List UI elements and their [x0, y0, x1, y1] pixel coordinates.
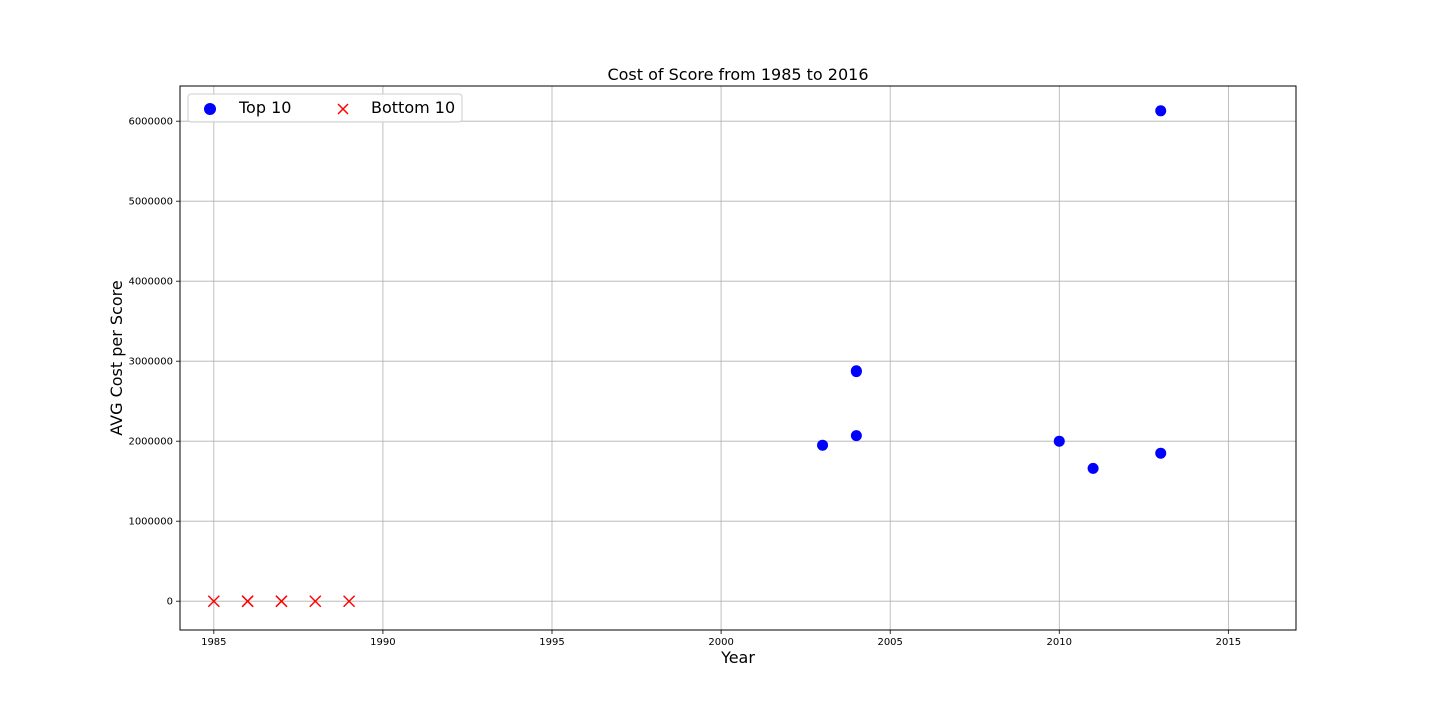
y-tick-label: 5000000 — [128, 197, 173, 208]
x-tick-label: 2000 — [708, 637, 733, 648]
plot-area-frame — [179, 85, 1297, 631]
data-series — [207, 105, 1167, 608]
y-tick-label: 4000000 — [128, 277, 173, 288]
axis-ticks: 1985 1990 1995 2000 2005 2010 2015 0 1000000 2000… — [128, 117, 1241, 648]
data-point-bottom-10 — [275, 595, 288, 608]
series-bottom-10 — [207, 595, 356, 608]
data-point-top-10 — [817, 439, 829, 451]
y-tick-label: 2000000 — [128, 437, 173, 448]
legend-bottom10-label: Bottom 10 — [371, 98, 455, 117]
data-point-top-10 — [1087, 462, 1099, 474]
x-tick-label: 2015 — [1216, 637, 1241, 648]
x-marker-stroke — [207, 595, 220, 608]
grid-lines — [180, 86, 1296, 630]
data-point-bottom-10 — [241, 595, 254, 608]
data-point-top-10 — [1053, 435, 1065, 447]
data-point-top-10 — [1155, 105, 1167, 117]
y-tick-label: 3000000 — [128, 357, 173, 368]
data-point-top-10 — [850, 430, 862, 442]
legend: Top 10 Bottom 10 — [187, 93, 463, 123]
x-tick-label: 1990 — [370, 637, 395, 648]
x-tick-label: 2010 — [1047, 637, 1072, 648]
x-marker-stroke — [343, 595, 356, 608]
legend-bottom10-marker — [337, 103, 349, 115]
chart-title: Cost of Score from 1985 to 2016 — [607, 65, 868, 84]
legend-top10-marker — [204, 103, 216, 115]
x-tick-label: 1985 — [201, 637, 226, 648]
x-marker-stroke — [241, 595, 254, 608]
data-point-bottom-10 — [309, 595, 322, 608]
series-top-10 — [817, 105, 1167, 474]
legend-box — [187, 93, 463, 123]
x-tick-label: 1995 — [539, 637, 564, 648]
x-axis-title: Year — [720, 648, 755, 667]
x-marker-stroke — [309, 595, 322, 608]
y-tick-label: 0 — [167, 597, 173, 608]
y-axis-title: AVG Cost per Score — [107, 280, 126, 435]
data-point-bottom-10 — [207, 595, 220, 608]
y-tick-label: 1000000 — [128, 517, 173, 528]
data-point-top-10 — [1155, 447, 1167, 459]
x-marker-stroke — [275, 595, 288, 608]
x-tick-label: 2005 — [877, 637, 902, 648]
data-point-top-10 — [850, 365, 862, 377]
legend-top10-label: Top 10 — [238, 98, 291, 117]
y-tick-label: 6000000 — [128, 117, 173, 128]
data-point-bottom-10 — [343, 595, 356, 608]
